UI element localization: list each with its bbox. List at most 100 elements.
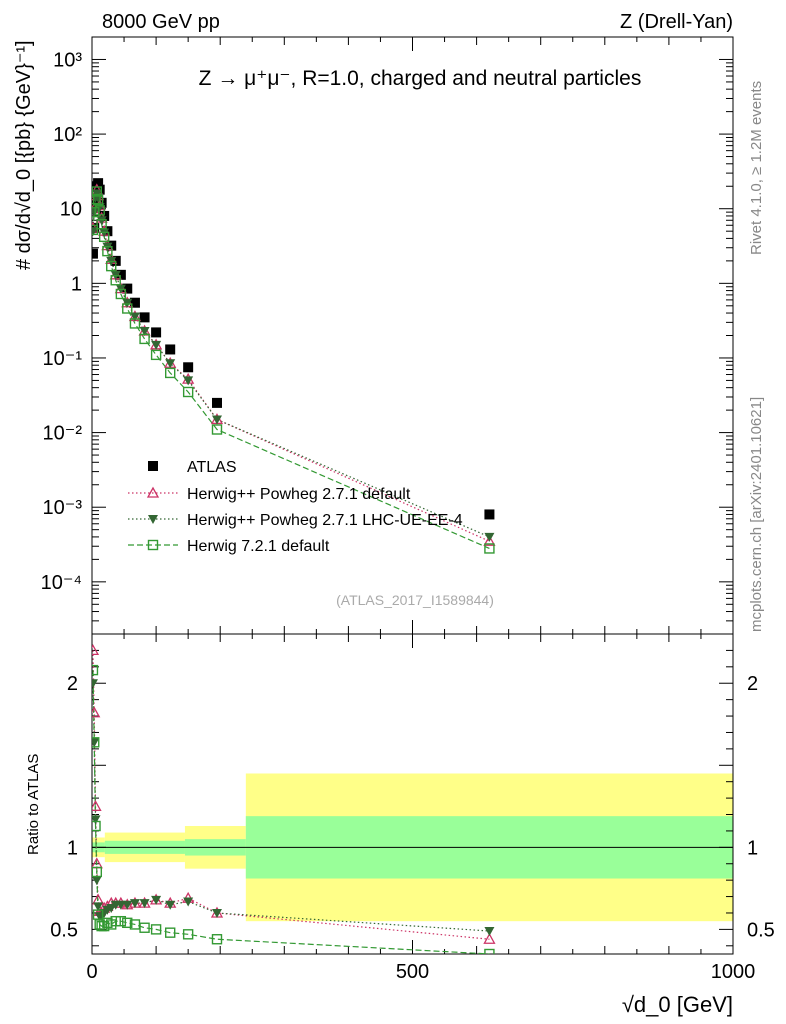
- ratio-point-s3-15: [150, 924, 162, 935]
- ratio-point-s2-12: [122, 900, 133, 910]
- ratio-point-s2-4: [93, 902, 104, 912]
- data-point-s3-2: [92, 193, 101, 205]
- ratio-point-s2-11: [115, 900, 126, 910]
- data-point-s3-8: [102, 245, 113, 257]
- y-tick-label-1e-3: 10⁻³: [43, 497, 83, 519]
- ratio-point-s3-4: [92, 909, 104, 920]
- data-point-s0-7: [99, 210, 110, 221]
- ratio-point-s3-14: [139, 922, 150, 933]
- ratio-tick-label-1-left: 1: [67, 837, 78, 859]
- data-point-s0-15: [151, 327, 162, 338]
- data-point-s3-4: [92, 195, 104, 206]
- ratio-point-s3-18: [211, 934, 223, 945]
- legend: ATLAS Herwig++ Powheg 2.7.1 default Herw…: [128, 459, 463, 555]
- ratio-point-s3-3: [92, 866, 103, 878]
- chart-title: Z → μ⁺μ⁻, R=1.0, charged and neutral par…: [199, 67, 642, 90]
- y-tick-label-1e-2: 10⁻²: [43, 423, 83, 445]
- data-point-s3-1: [92, 206, 100, 218]
- legend-label-herwigpp-lhc-ue: Herwig++ Powheg 2.7.1 LHC-UE-EE-4: [187, 512, 463, 529]
- data-point-s3-18: [211, 424, 223, 435]
- legend-symbol-herwigpp-lhc-ue: [128, 515, 178, 524]
- ratio-series-markers: [92, 644, 496, 954]
- ratio-point-s2-1: [92, 738, 100, 748]
- y-tick-label-1e-1: 10⁻¹: [43, 348, 83, 370]
- data-point-s3-16: [165, 367, 176, 379]
- ratio-point-s2-2: [92, 815, 101, 825]
- y-tick-label-1: 1: [71, 273, 82, 295]
- ratio-y-tick-labels: 0.5 1 2 0.5 1 2: [50, 673, 775, 941]
- ratio-point-s1-19: [483, 932, 496, 944]
- data-point-s2-19: [484, 532, 495, 542]
- data-point-s3-15: [150, 349, 162, 361]
- ratio-tick-label-0.5-left: 0.5: [50, 919, 78, 941]
- data-point-s2-12: [122, 298, 133, 308]
- data-point-s0-0: [92, 248, 98, 259]
- ratio-point-s3-12: [122, 917, 133, 929]
- ratio-point-s3-19: [484, 948, 495, 954]
- rivet-label: Rivet 4.1.0, ≥ 1.2M events: [748, 81, 765, 255]
- legend-symbol-herwig7-default: [128, 539, 178, 551]
- data-point-s3-11: [115, 288, 127, 300]
- data-point-s0-9: [106, 240, 117, 251]
- data-point-s2-18: [211, 415, 222, 425]
- x-axis-title: √d_0 [GeV]: [622, 992, 733, 1017]
- legend-label-herwigpp-default: Herwig++ Powheg 2.7.1 default: [187, 486, 411, 503]
- data-point-s0-13: [129, 297, 140, 308]
- ratio-tick-label-1-right: 1: [747, 837, 758, 859]
- legend-marker-0: [148, 461, 158, 471]
- ratio-point-s3-11: [115, 915, 127, 927]
- ratio-point-s2-14: [139, 899, 150, 909]
- data-point-s3-19: [484, 543, 495, 554]
- ratio-tick-label-2-right: 2: [747, 673, 758, 695]
- header-collision: 8000 GeV pp: [102, 11, 220, 33]
- ratio-point-s2-0: [92, 679, 98, 689]
- legend-entry-herwig7-default: Herwig 7.2.1 default: [128, 538, 330, 555]
- data-point-s3-17: [182, 386, 194, 398]
- data-point-s0-19: [484, 509, 495, 520]
- ratio-point-s3-1: [92, 737, 100, 748]
- legend-label-atlas: ATLAS: [187, 459, 237, 476]
- legend-marker-3: [147, 539, 159, 551]
- x-tick-labels: 0 500 1000: [86, 961, 755, 983]
- legend-marker-1: [146, 486, 160, 498]
- ratio-point-s2-16: [165, 900, 176, 910]
- data-point-s3-12: [122, 303, 133, 314]
- ratio-point-s2-19: [484, 927, 495, 937]
- data-point-s0-4: [93, 178, 104, 189]
- data-point-s0-16: [165, 344, 176, 355]
- data-point-s3-5: [94, 205, 105, 216]
- ratio-tick-label-0.5-right: 0.5: [747, 919, 775, 941]
- data-point-s0-12: [122, 283, 133, 294]
- data-point-s2-17: [183, 376, 194, 386]
- ratio-point-s2-18: [211, 908, 222, 918]
- ratio-point-s3-16: [165, 927, 176, 938]
- data-point-s0-14: [139, 312, 150, 323]
- ratio-uncertainty-bands: [92, 773, 733, 922]
- mcplots-label: mcplots.cern.ch [arXiv:2401.10621]: [748, 397, 765, 632]
- data-point-s2-15: [151, 340, 162, 350]
- data-point-s2-14: [139, 326, 150, 336]
- x-tick-label-1000: 1000: [711, 961, 756, 983]
- data-point-s3-7: [98, 231, 110, 243]
- ratio-point-s1-1: [92, 706, 101, 718]
- data-point-s3-6: [96, 219, 107, 230]
- x-tick-label-500: 500: [396, 961, 429, 983]
- data-point-s3-13: [129, 318, 141, 329]
- ratio-point-s2-17: [183, 897, 194, 907]
- analysis-id: (ATLAS_2017_I1589844): [336, 592, 494, 608]
- legend-label-herwig7-default: Herwig 7.2.1 default: [187, 538, 330, 555]
- data-point-s0-11: [115, 269, 126, 280]
- ratio-point-s1-0: [92, 644, 100, 656]
- ratio-point-s3-7: [98, 920, 110, 932]
- y-tick-label-1e-4: 10⁻⁴: [41, 572, 82, 594]
- data-point-s1-19: [483, 534, 496, 546]
- ratio-point-s1-2: [92, 799, 102, 811]
- y-tick-label-1000: 10³: [53, 49, 82, 71]
- legend-entry-herwigpp-default: Herwig++ Powheg 2.7.1 default: [128, 486, 411, 503]
- data-point-s3-0: [92, 224, 99, 236]
- axis-ticks: [91, 36, 734, 954]
- ratio-point-s3-17: [182, 929, 194, 940]
- y-tick-label-10: 10: [60, 199, 82, 221]
- legend-marker-2: [148, 515, 158, 524]
- data-point-s3-10: [110, 275, 121, 286]
